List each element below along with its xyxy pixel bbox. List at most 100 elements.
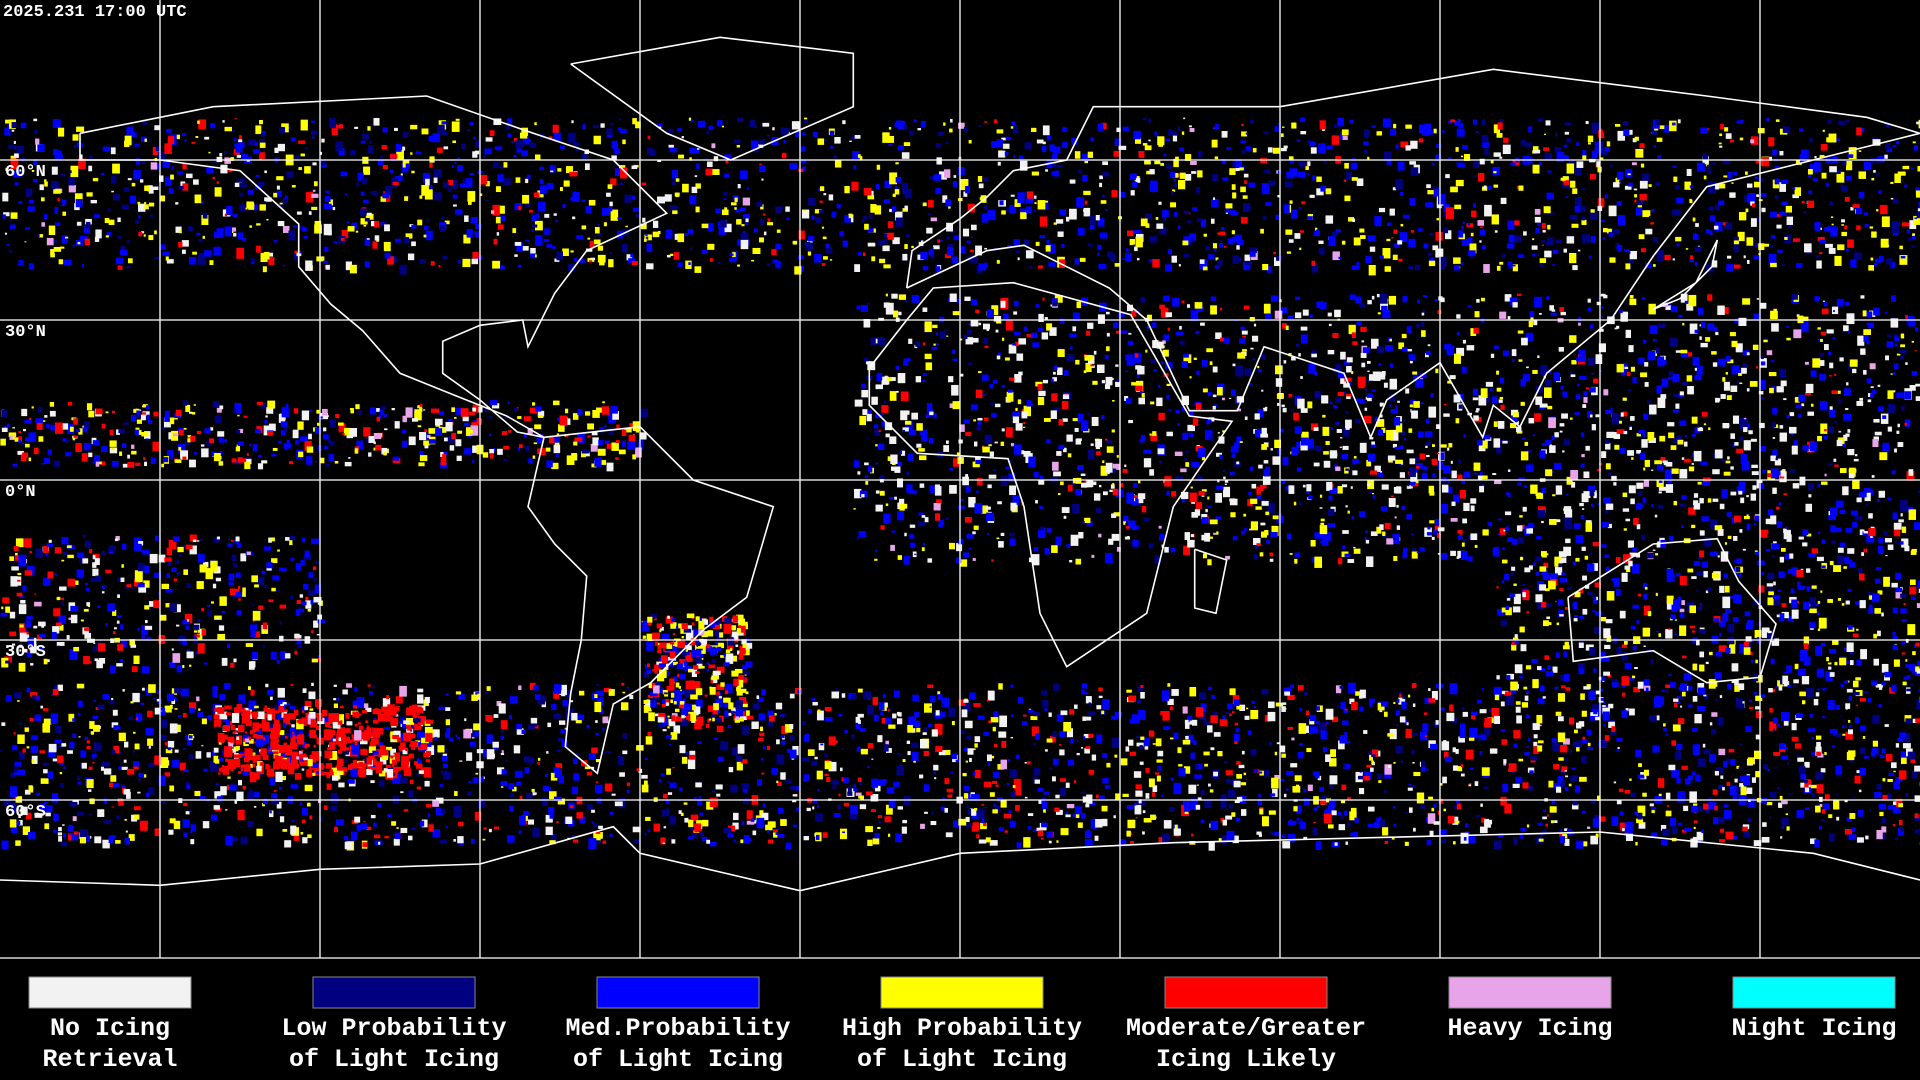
icing-pixel bbox=[1439, 783, 1443, 786]
icing-pixel bbox=[524, 767, 530, 774]
icing-pixel bbox=[463, 729, 472, 739]
icing-pixel bbox=[1461, 366, 1467, 373]
icing-pixel bbox=[737, 685, 742, 691]
icing-pixel bbox=[1736, 765, 1740, 769]
icing-pixel bbox=[1828, 814, 1833, 819]
icing-pixel bbox=[259, 762, 265, 767]
icing-pixel bbox=[1711, 351, 1717, 355]
icing-pixel bbox=[1796, 753, 1800, 757]
icing-pixel bbox=[1024, 762, 1027, 764]
icing-pixel bbox=[79, 829, 88, 841]
icing-pixel bbox=[1388, 394, 1395, 402]
icing-pixel bbox=[225, 809, 228, 811]
icing-pixel bbox=[1156, 759, 1163, 763]
icing-pixel bbox=[1542, 696, 1546, 699]
icing-pixel bbox=[1537, 745, 1543, 752]
icing-pixel bbox=[38, 436, 44, 442]
icing-pixel bbox=[1634, 811, 1638, 815]
icing-pixel bbox=[1247, 499, 1253, 507]
icing-pixel bbox=[810, 760, 817, 767]
icing-pixel bbox=[415, 706, 422, 713]
icing-pixel bbox=[136, 419, 142, 424]
icing-pixel bbox=[274, 710, 280, 714]
icing-pixel bbox=[670, 622, 677, 629]
icing-pixel bbox=[361, 710, 367, 714]
icing-pixel bbox=[1316, 706, 1320, 711]
icing-pixel bbox=[390, 755, 394, 759]
icing-pixel bbox=[1089, 365, 1095, 368]
icing-pixel bbox=[1861, 552, 1865, 556]
icing-pixel bbox=[885, 740, 890, 745]
icing-pixel bbox=[291, 751, 299, 760]
icing-pixel bbox=[263, 712, 270, 718]
icing-pixel bbox=[35, 418, 44, 424]
icing-pixel bbox=[894, 496, 897, 500]
icing-pixel bbox=[1146, 314, 1152, 322]
icing-pixel bbox=[240, 836, 248, 845]
icing-pixel bbox=[785, 779, 792, 784]
icing-pixel bbox=[1140, 691, 1145, 699]
icing-pixel bbox=[653, 618, 658, 621]
icing-pixel bbox=[1636, 449, 1642, 454]
icing-pixel bbox=[1322, 746, 1328, 753]
icing-pixel bbox=[479, 776, 484, 783]
icing-pixel bbox=[596, 684, 600, 686]
icing-pixel bbox=[885, 503, 889, 506]
icing-pixel bbox=[301, 710, 305, 713]
icing-pixel bbox=[896, 764, 904, 776]
icing-pixel bbox=[1333, 718, 1339, 722]
icing-pixel bbox=[119, 451, 123, 456]
icing-pixel bbox=[1388, 295, 1397, 305]
icing-pixel bbox=[1299, 821, 1306, 829]
icing-pixel bbox=[260, 402, 267, 409]
icing-pixel bbox=[321, 408, 328, 416]
icing-pixel bbox=[372, 767, 379, 771]
icing-pixel bbox=[736, 628, 741, 634]
icing-pixel bbox=[863, 319, 871, 328]
icing-pixel bbox=[1898, 770, 1907, 780]
icing-pixel bbox=[980, 818, 985, 824]
icing-pixel bbox=[159, 734, 167, 741]
icing-pixel bbox=[675, 696, 682, 706]
icing-pixel bbox=[1676, 777, 1681, 784]
icing-pixel bbox=[1915, 718, 1920, 723]
icing-pixel bbox=[803, 734, 810, 743]
icing-pixel bbox=[562, 700, 569, 707]
icing-pixel bbox=[865, 480, 869, 485]
icing-pixel bbox=[1614, 444, 1620, 450]
icing-pixel bbox=[1355, 691, 1363, 696]
icing-pixel bbox=[392, 456, 400, 461]
icing-pixel bbox=[230, 724, 235, 731]
icing-pixel bbox=[938, 750, 946, 756]
icing-pixel bbox=[393, 837, 400, 846]
icing-pixel bbox=[1814, 839, 1820, 848]
icing-pixel bbox=[72, 718, 76, 722]
icing-pixel bbox=[182, 748, 186, 750]
icing-pixel bbox=[1859, 698, 1867, 702]
icing-pixel bbox=[828, 761, 837, 772]
icing-pixel bbox=[276, 714, 283, 719]
icing-pixel bbox=[425, 739, 432, 747]
icing-pixel bbox=[643, 670, 649, 678]
icing-pixel bbox=[300, 758, 304, 763]
icing-pixel bbox=[24, 789, 31, 795]
icing-pixel bbox=[1022, 721, 1027, 726]
icing-pixel bbox=[668, 660, 675, 667]
icing-pixel bbox=[684, 645, 692, 651]
icing-pixel bbox=[160, 757, 169, 768]
icing-pixel bbox=[1343, 709, 1348, 714]
icing-pixel bbox=[1235, 728, 1239, 733]
icing-pixel bbox=[1718, 358, 1726, 365]
icing-pixel bbox=[1088, 733, 1094, 738]
icing-pixel bbox=[739, 645, 746, 655]
icing-pixel bbox=[1155, 772, 1159, 775]
icing-pixel bbox=[1695, 774, 1701, 782]
icing-pixel bbox=[1233, 733, 1240, 742]
icing-pixel bbox=[776, 739, 780, 745]
icing-pixel bbox=[112, 782, 120, 788]
icing-pixel bbox=[1655, 347, 1660, 354]
icing-pixel bbox=[1654, 715, 1660, 721]
icing-pixel bbox=[1773, 751, 1780, 756]
icing-pixel bbox=[1095, 508, 1102, 513]
icing-pixel bbox=[330, 441, 335, 446]
